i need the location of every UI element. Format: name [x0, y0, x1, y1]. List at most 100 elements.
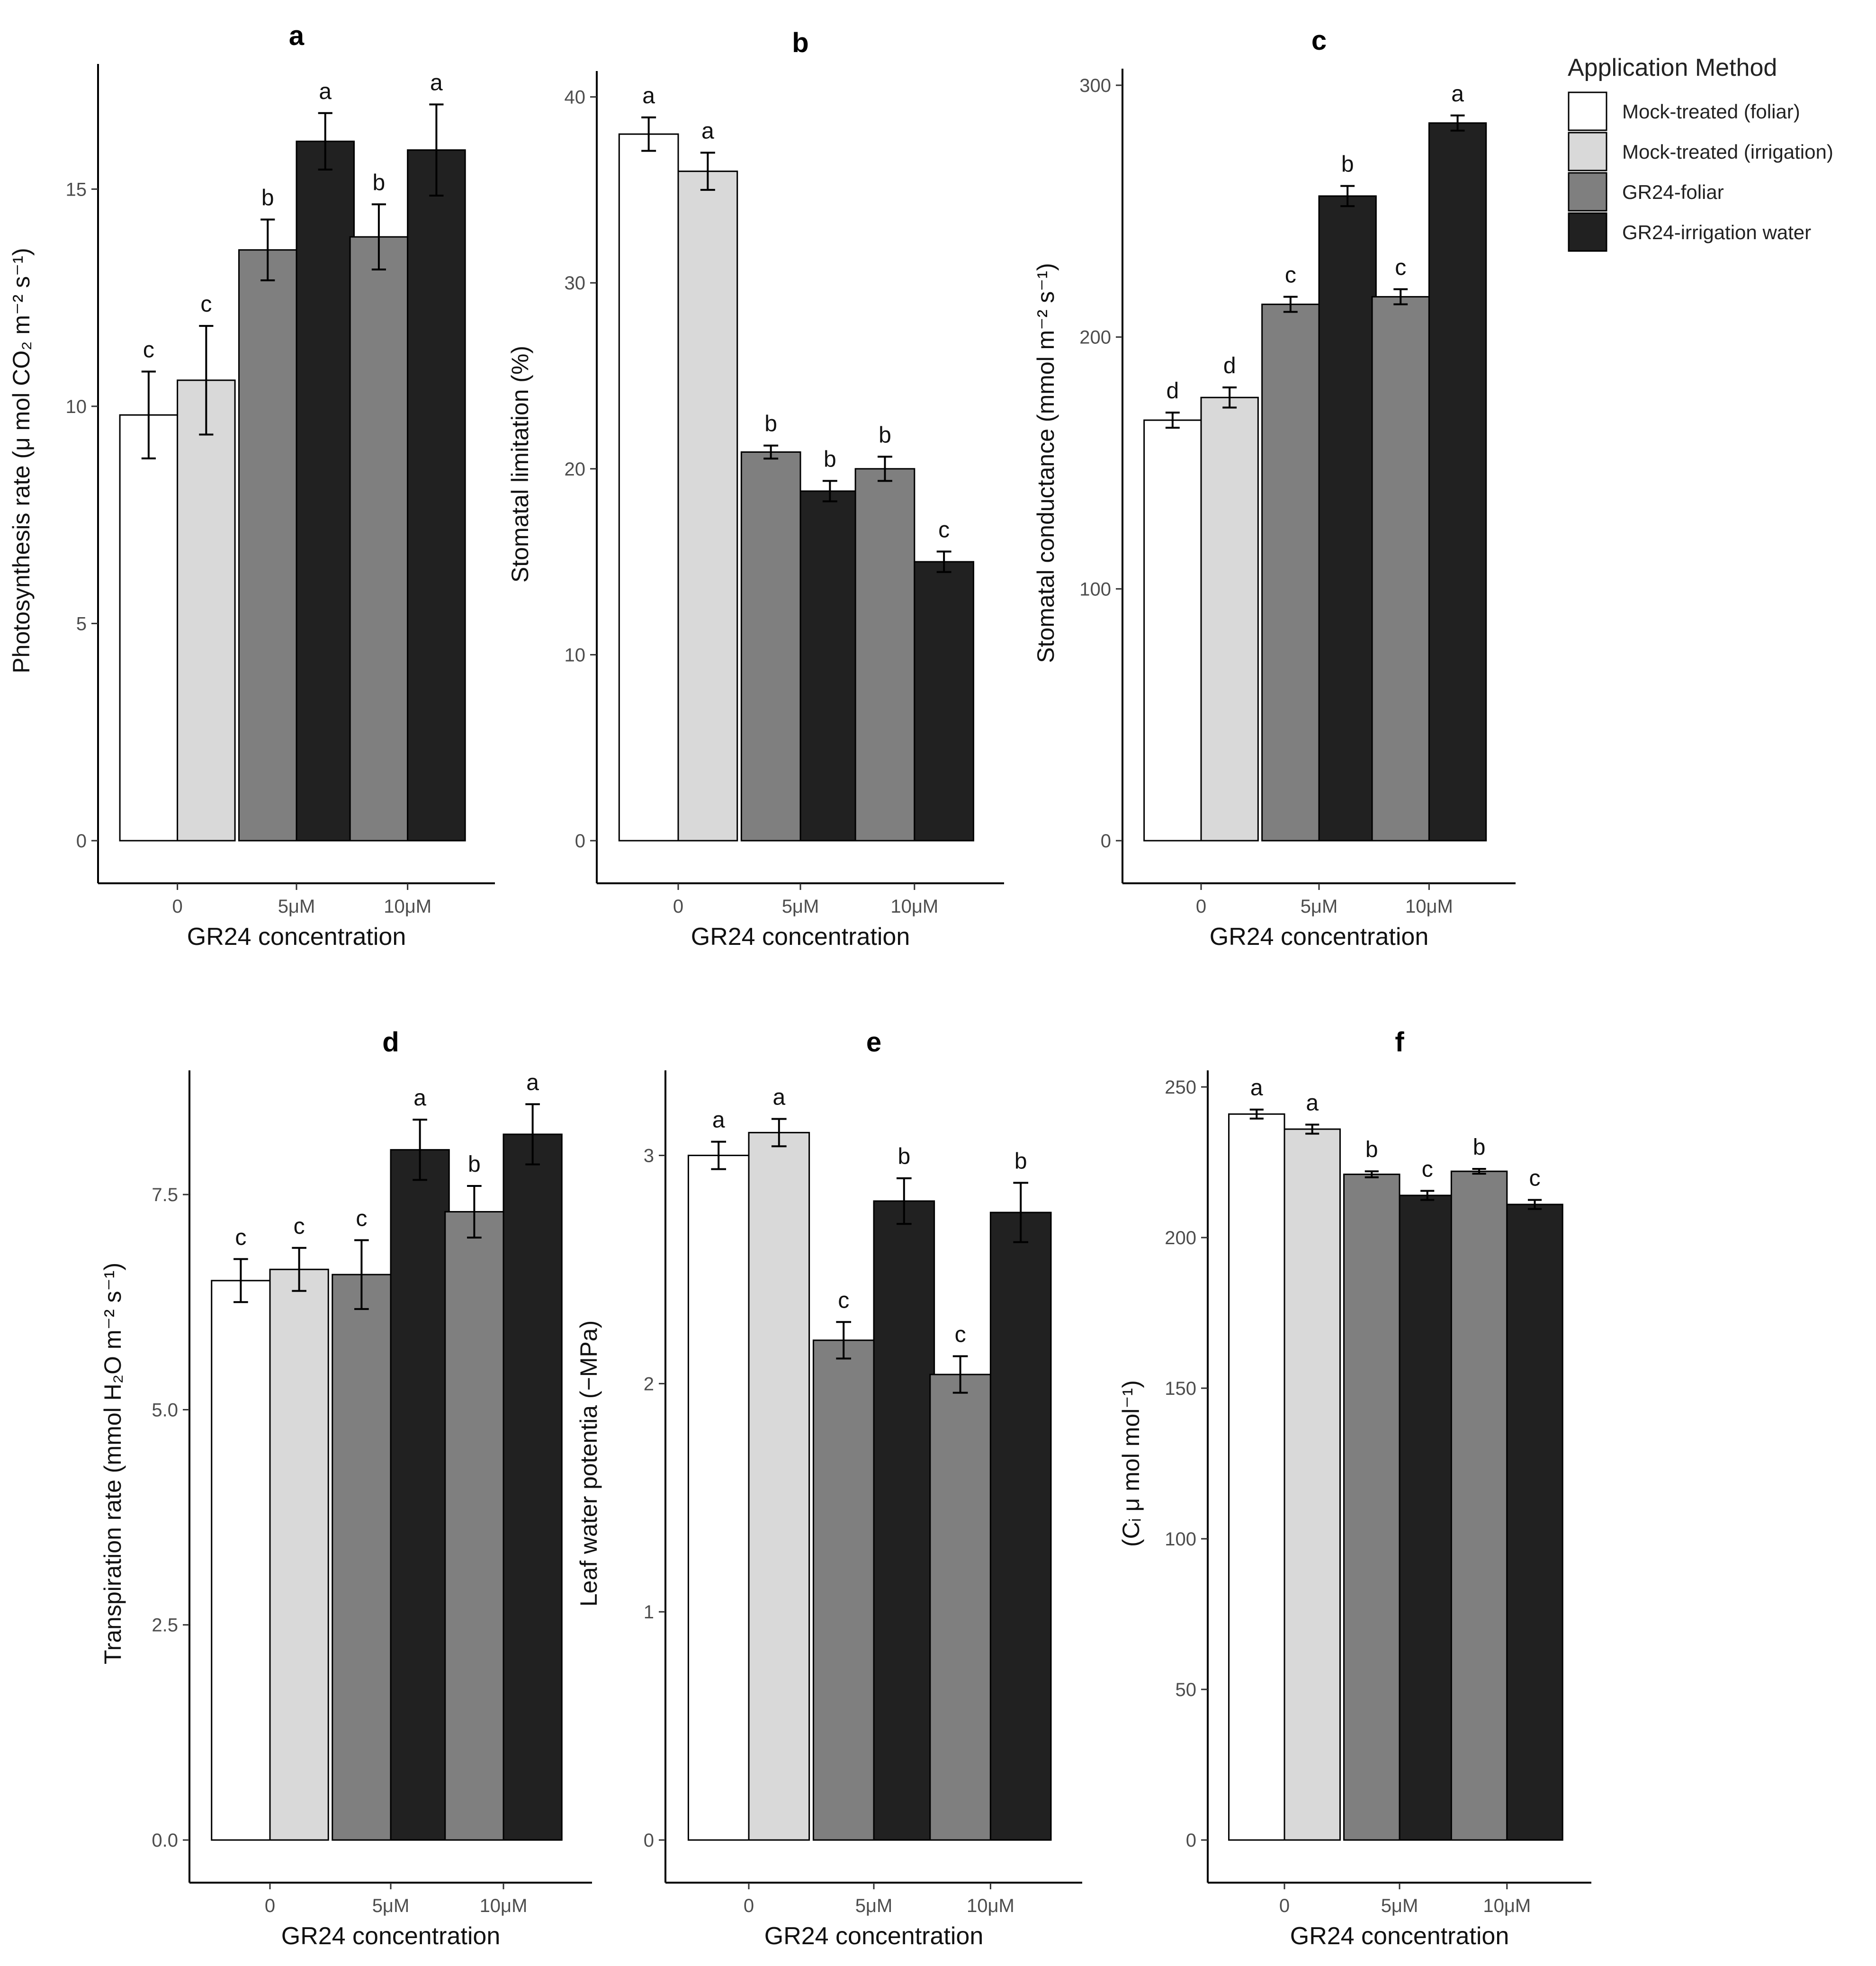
error-bar: [1450, 114, 1465, 132]
legend-swatch: [1568, 172, 1607, 212]
error-bar: [1420, 1190, 1435, 1201]
x-axis-label: GR24 concentration: [1290, 1922, 1509, 1950]
significance-letter: b: [1473, 1135, 1486, 1160]
significance-letter: b: [1365, 1137, 1378, 1162]
panel-a: a 0 5 10 15 Photosynthesis rate (μ mol CO₂ m⁻…: [8, 20, 495, 951]
bar: [914, 561, 975, 842]
error-bar: [896, 1177, 912, 1225]
x-tick-label: 5μM: [1301, 896, 1338, 917]
error-bar: [413, 1119, 427, 1181]
error-bar: [467, 1185, 482, 1239]
legend-swatch: [1568, 132, 1607, 171]
error-bar: [1472, 1167, 1486, 1175]
bar: [444, 1211, 504, 1841]
y-tick-label: 0.0: [152, 1830, 178, 1851]
significance-letter: c: [938, 518, 950, 543]
error-bar: [877, 456, 892, 482]
y-tick-label: 2.5: [152, 1615, 178, 1636]
significance-letter: c: [955, 1322, 966, 1347]
x-tick-label: 10μM: [890, 896, 938, 917]
bar: [1318, 195, 1377, 842]
y-tick-label: 30: [565, 273, 586, 294]
x-tick-label: 5μM: [782, 896, 819, 917]
significance-letter: a: [772, 1085, 785, 1110]
bar: [332, 1274, 392, 1841]
significance-letter: c: [200, 292, 212, 317]
y-tick-label: 3: [644, 1146, 654, 1167]
y-tick-label: 0: [644, 1830, 654, 1851]
significance-letter: b: [373, 170, 386, 195]
bar: [1506, 1203, 1563, 1841]
x-axis-label: GR24 concentration: [691, 923, 910, 951]
significance-letter: b: [1341, 152, 1354, 177]
x-tick-label: 10μM: [480, 1895, 528, 1916]
y-axis-label: Transpiration rate (mmol H₂O m⁻² s⁻¹): [99, 1263, 126, 1664]
bar: [748, 1131, 810, 1841]
significance-letter: b: [468, 1152, 481, 1177]
y-tick-label: 50: [1176, 1679, 1197, 1700]
bar: [349, 236, 409, 842]
error-bar: [199, 325, 214, 436]
legend-label: Mock-treated (foliar): [1622, 100, 1800, 123]
y-axis-label: Leaf water potentia (−MPa): [575, 1320, 602, 1607]
error-bar: [763, 444, 779, 460]
error-bar: [771, 1118, 787, 1148]
legend-title: Application Method: [1568, 54, 1777, 81]
y-tick-label: 5: [76, 613, 87, 634]
significance-letter: b: [1014, 1149, 1027, 1174]
x-tick-label: 0: [265, 1895, 275, 1916]
y-tick-label: 100: [1165, 1529, 1196, 1550]
bar: [269, 1268, 329, 1841]
bar: [1371, 296, 1430, 842]
y-tick-label: 10: [565, 645, 586, 665]
significance-letter: c: [1395, 255, 1406, 280]
y-tick-label: 0: [76, 831, 87, 852]
significance-letter: c: [1529, 1166, 1541, 1191]
x-tick-label: 0: [1196, 896, 1206, 917]
significance-letter: a: [1306, 1091, 1319, 1116]
x-tick-label: 10μM: [967, 1895, 1014, 1916]
significance-letter: a: [319, 79, 332, 104]
significance-letter: a: [526, 1070, 539, 1095]
legend-swatch: [1568, 212, 1607, 252]
bar: [407, 149, 466, 842]
y-tick-label: 5.0: [152, 1400, 178, 1420]
bar: [238, 249, 297, 842]
y-axis-label: (Cᵢ μ mol mol⁻¹): [1118, 1380, 1144, 1547]
significance-letter: b: [824, 447, 836, 472]
legend-label: Mock-treated (irrigation): [1622, 141, 1833, 163]
y-tick-label: 0: [1186, 1830, 1196, 1851]
significance-letter: c: [294, 1214, 305, 1239]
error-bar: [1393, 288, 1408, 305]
panel-d: d 0.0 2.5 5.0 7.5 Transpiration rate (mmol H₂…: [99, 1027, 592, 1950]
error-bar: [318, 112, 332, 171]
significance-letter: c: [356, 1206, 367, 1231]
bar: [687, 1155, 750, 1841]
bar: [390, 1149, 450, 1841]
error-bar: [1340, 185, 1355, 207]
bar: [740, 451, 801, 842]
significance-letter: c: [838, 1288, 849, 1313]
bar: [1228, 1113, 1285, 1841]
y-axis-label: Stomatal limitation (%): [507, 346, 533, 583]
bar: [929, 1374, 991, 1841]
error-bar: [1222, 386, 1237, 409]
bar: [618, 133, 679, 842]
y-axis-label: Stomatal conductance (mmol m⁻² s⁻¹): [1032, 263, 1059, 663]
legend-swatch: [1568, 91, 1607, 131]
panel-title: e: [866, 1027, 881, 1058]
y-tick-label: 0: [575, 831, 585, 852]
significance-letter: a: [1451, 81, 1464, 107]
y-tick-label: 100: [1079, 579, 1111, 600]
bar: [854, 468, 916, 842]
error-bar: [292, 1247, 306, 1292]
x-tick-label: 0: [673, 896, 683, 917]
error-bar: [936, 550, 951, 573]
x-tick-label: 10μM: [384, 896, 431, 917]
panel-c: c 0 100 200 300 Stomatal conductance (mmol m⁻…: [1032, 25, 1516, 951]
significance-letter: b: [898, 1144, 910, 1169]
legend-label: GR24-foliar: [1622, 181, 1724, 203]
y-tick-label: 1: [644, 1602, 654, 1623]
significance-letter: a: [413, 1086, 426, 1111]
y-tick-label: 7.5: [152, 1185, 178, 1205]
